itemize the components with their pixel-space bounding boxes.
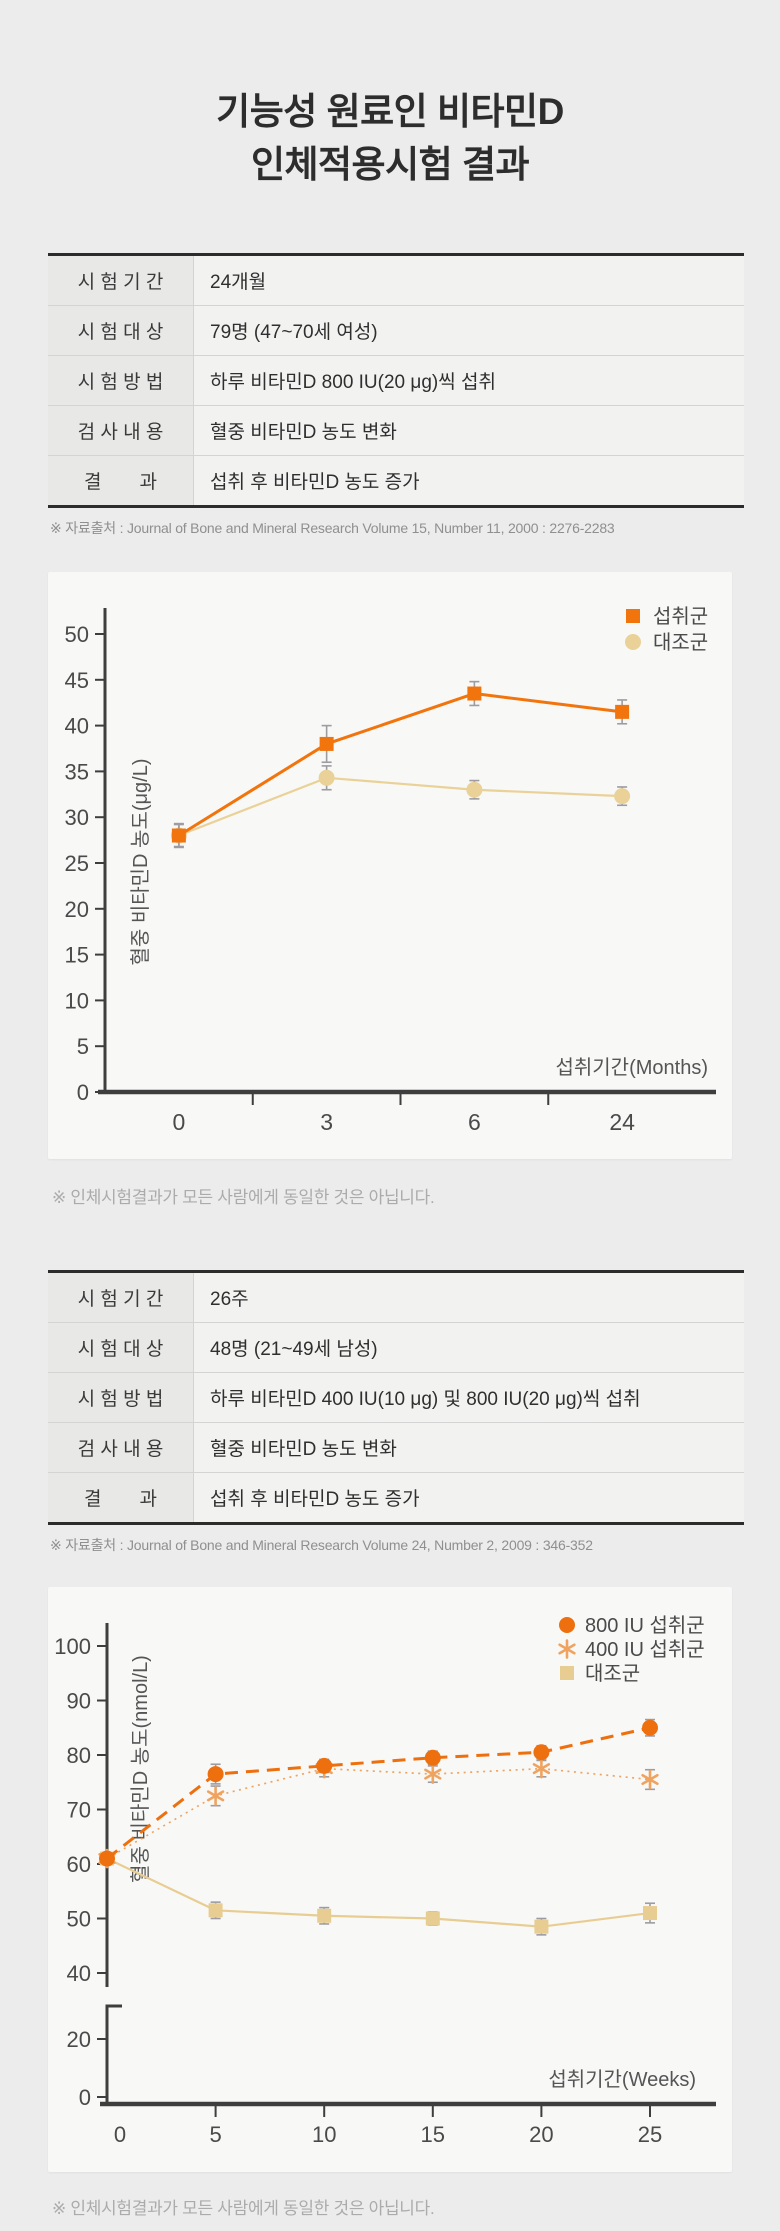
svg-text:0: 0 (114, 2122, 126, 2147)
series (98, 1718, 659, 1936)
disclaimer-note-2: ※ 인체시험결과가 모든 사람에게 동일한 것은 아닙니다. (52, 2199, 435, 2219)
svg-text:섭취기간(Weeks): 섭취기간(Weeks) (548, 2068, 696, 2091)
row-value: 24개월 (193, 254, 744, 306)
svg-text:80: 80 (67, 1743, 91, 1768)
svg-text:혈중 비타민D 농도(μg/L): 혈중 비타민D 농도(μg/L) (129, 759, 152, 966)
table-row: 시 험 방 법 하루 비타민D 400 IU(10 μg) 및 800 IU(20… (48, 1372, 744, 1423)
svg-text:5: 5 (209, 2122, 221, 2147)
row-label: 결 과 (48, 455, 194, 507)
row-label: 시 험 기 간 (48, 254, 194, 306)
svg-text:70: 70 (67, 1798, 91, 1823)
table-row: 시 험 기 간 26주 (48, 1271, 744, 1323)
svg-text:10: 10 (65, 988, 89, 1013)
table-row: 결 과 섭취 후 비타민D 농도 증가 (48, 455, 744, 507)
svg-text:400 IU 섭취군: 400 IU 섭취군 (585, 1638, 705, 1661)
chart-vitamin-d-24months: 0 5 10 15 20 25 30 35 40 45 50 0 3 6 24 혈중 비타민D 농도(μg/L… (65, 605, 716, 1135)
title-line-1: 기능성 원료인 비타민D (216, 91, 564, 132)
svg-text:6: 6 (468, 1109, 481, 1135)
study2-source: ※ 자료출처 : Journal of Bone and Mineral Res… (50, 1537, 593, 1554)
svg-text:40: 40 (67, 1961, 91, 1986)
page-title: 기능성 원료인 비타민D 인체적용시험 결과 (0, 86, 780, 191)
svg-text:0: 0 (79, 2085, 91, 2110)
svg-text:25: 25 (638, 2122, 662, 2147)
row-value: 혈중 비타민D 농도 변화 (193, 405, 744, 456)
row-value: 48명 (21~49세 남성) (193, 1322, 744, 1373)
table-row: 시 험 기 간 24개월 (48, 254, 744, 306)
row-label: 결 과 (48, 1472, 194, 1524)
table-row: 시 험 대 상 79명 (47~70세 여성) (48, 305, 744, 356)
svg-text:10: 10 (312, 2122, 336, 2147)
row-value: 혈중 비타민D 농도 변화 (193, 1422, 744, 1473)
axes: 40 50 60 70 80 90 100 0 20 0 5 10 15 20 25 혈중 비타민D 농도(n… (54, 1623, 716, 2147)
svg-text:혈중 비타민D 농도(nmol/L): 혈중 비타민D 농도(nmol/L) (129, 1655, 152, 1883)
svg-text:60: 60 (67, 1852, 91, 1877)
svg-text:100: 100 (54, 1634, 91, 1659)
svg-text:섭취군: 섭취군 (653, 605, 708, 628)
row-value: 79명 (47~70세 여성) (193, 305, 744, 356)
svg-text:대조군: 대조군 (585, 1662, 640, 1685)
svg-text:50: 50 (65, 622, 89, 647)
row-label: 시 험 대 상 (48, 1322, 194, 1373)
svg-text:20: 20 (67, 2027, 91, 2052)
svg-text:5: 5 (77, 1034, 89, 1059)
svg-text:3: 3 (320, 1109, 333, 1135)
svg-text:섭취기간(Months): 섭취기간(Months) (555, 1056, 708, 1079)
row-label: 시 험 방 법 (48, 355, 194, 406)
axes: 0 5 10 15 20 25 30 35 40 45 50 0 3 6 24 혈중 비타민D 농도(μg/L… (65, 608, 716, 1135)
svg-text:35: 35 (65, 759, 89, 784)
row-label: 시 험 대 상 (48, 305, 194, 356)
svg-text:30: 30 (65, 805, 89, 830)
row-value: 26주 (193, 1271, 744, 1323)
row-value: 섭취 후 비타민D 농도 증가 (193, 1472, 744, 1524)
svg-text:90: 90 (67, 1689, 91, 1714)
table-row: 검 사 내 용 혈중 비타민D 농도 변화 (48, 405, 744, 456)
chart-vitamin-d-26weeks: 40 50 60 70 80 90 100 0 20 0 5 10 15 20 25 혈중 비타민D 농도(n… (54, 1614, 716, 2147)
svg-text:15: 15 (65, 943, 89, 968)
row-value: 하루 비타민D 400 IU(10 μg) 및 800 IU(20 μg)씩 섭… (193, 1372, 744, 1423)
row-value: 섭취 후 비타민D 농도 증가 (193, 455, 744, 507)
svg-text:24: 24 (609, 1109, 635, 1135)
row-label: 검 사 내 용 (48, 405, 194, 456)
svg-text:15: 15 (421, 2122, 445, 2147)
row-label: 검 사 내 용 (48, 1422, 194, 1473)
svg-text:50: 50 (67, 1907, 91, 1932)
svg-text:25: 25 (65, 851, 89, 876)
chart2-card: 40 50 60 70 80 90 100 0 20 0 5 10 15 20 25 혈중 비타민D 농도(n… (48, 1587, 732, 2173)
svg-text:800 IU 섭취군: 800 IU 섭취군 (585, 1614, 705, 1637)
svg-text:대조군: 대조군 (653, 631, 708, 654)
row-value: 하루 비타민D 800 IU(20 μg)씩 섭취 (193, 355, 744, 406)
study1-info-table: 시 험 기 간 24개월 시 험 대 상 79명 (47~70세 여성) 시 험 방 법… (48, 253, 744, 509)
table-row: 결 과 섭취 후 비타민D 농도 증가 (48, 1472, 744, 1524)
chart1-card: 0 5 10 15 20 25 30 35 40 45 50 0 3 6 24 혈중 비타민D 농도(μg/L… (48, 572, 732, 1160)
row-label: 시 험 기 간 (48, 1271, 194, 1323)
svg-text:20: 20 (65, 897, 89, 922)
svg-text:45: 45 (65, 668, 89, 693)
study-section-1: 시 험 기 간 24개월 시 험 대 상 79명 (47~70세 여성) 시 험 방 법… (0, 253, 780, 1208)
study1-source: ※ 자료출처 : Journal of Bone and Mineral Res… (50, 520, 615, 537)
table-row: 검 사 내 용 혈중 비타민D 농도 변화 (48, 1422, 744, 1473)
title-line-2: 인체적용시험 결과 (250, 143, 530, 185)
disclaimer-note-1: ※ 인체시험결과가 모든 사람에게 동일한 것은 아닙니다. (52, 1188, 435, 1208)
svg-text:0: 0 (77, 1080, 89, 1105)
svg-text:40: 40 (65, 714, 89, 739)
svg-text:20: 20 (529, 2122, 553, 2147)
row-label: 시 험 방 법 (48, 1372, 194, 1423)
table-row: 시 험 대 상 48명 (21~49세 남성) (48, 1322, 744, 1373)
series (170, 680, 631, 849)
svg-text:0: 0 (172, 1109, 185, 1135)
table-row: 시 험 방 법 하루 비타민D 800 IU(20 μg)씩 섭취 (48, 355, 744, 406)
